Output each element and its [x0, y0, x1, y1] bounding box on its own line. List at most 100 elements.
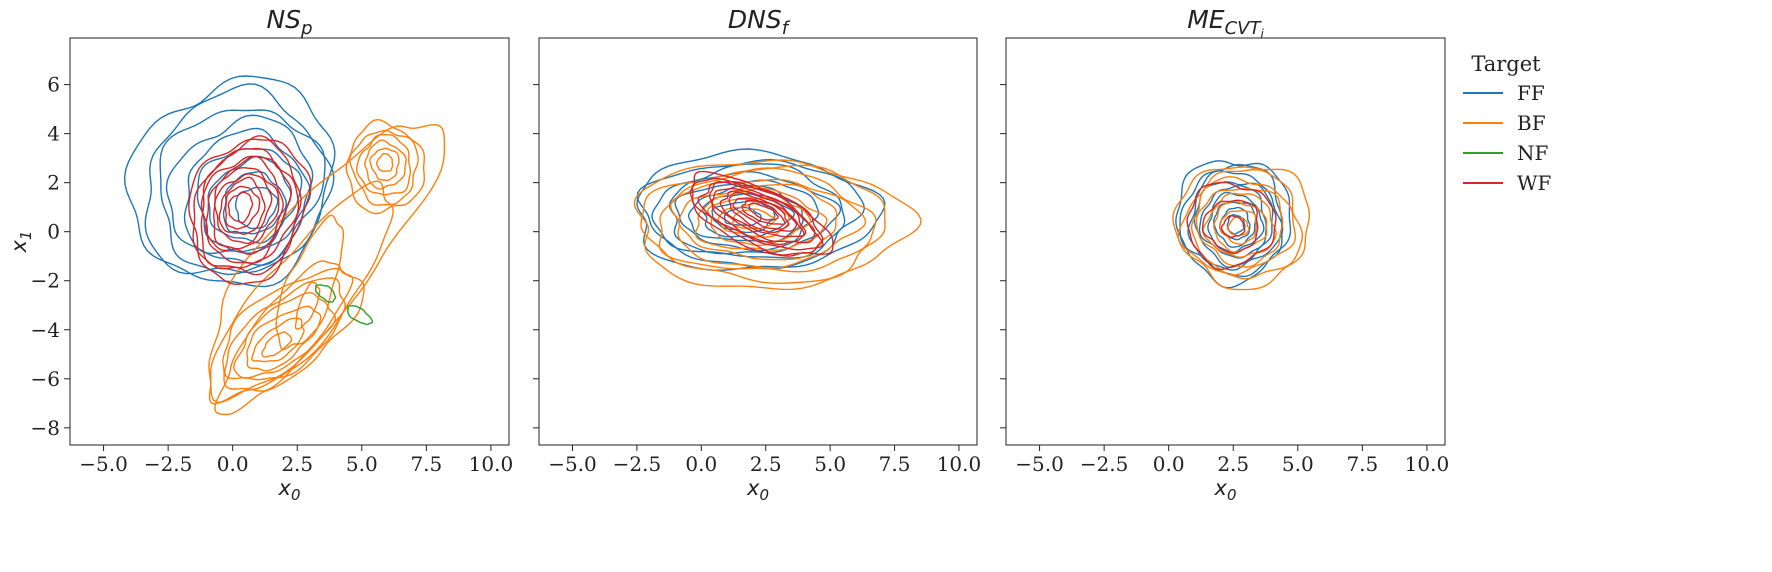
series-BF	[208, 118, 446, 416]
axes-frame	[69, 37, 510, 446]
series-NF	[315, 284, 374, 326]
contour-FF-level-9	[1226, 213, 1246, 235]
contour-FF-level-4	[165, 114, 314, 266]
y-tick-label: 2	[47, 171, 60, 195]
x-tick-label: 0.0	[685, 452, 717, 476]
legend-label: NF	[1517, 141, 1549, 165]
x-axis-label-subscript: 0	[759, 486, 769, 504]
contour-BF-level-2	[224, 277, 346, 381]
x-tick-label: 5.0	[346, 452, 378, 476]
x-tick-label: 0.0	[1153, 452, 1185, 476]
panel-2: −5.0 −2.5 0.0 2.5 5.0 7.5 10.0 x0 DNSf	[533, 5, 981, 504]
legend-label: FF	[1517, 81, 1545, 105]
contour-BF-level-6	[375, 152, 394, 173]
x-axis-label: x0	[746, 476, 769, 504]
series-WF	[689, 170, 834, 257]
contour-WF-level-2	[1201, 199, 1259, 255]
contour-BF-level-3	[356, 134, 411, 196]
contour-WF-level-1	[188, 138, 312, 286]
contour-FF-level-6	[196, 148, 303, 253]
contour-WF-level-4	[200, 155, 293, 264]
contour-WF-level-4	[708, 180, 816, 246]
contour-WF-level-9	[741, 199, 786, 226]
contour-BF-level-6	[261, 331, 293, 358]
x-tick-label: 7.5	[1346, 452, 1378, 476]
y-tick-label: −4	[31, 318, 60, 342]
x-tick-label: 5.0	[1282, 452, 1314, 476]
panel-title: MECVTi	[1187, 5, 1264, 41]
series-BF	[633, 159, 922, 291]
contour-BF-level-3	[658, 167, 877, 273]
x-tick-label: −5.0	[548, 452, 597, 476]
contour-BF-level-4	[246, 305, 322, 372]
contour-FF-level-3	[159, 109, 326, 276]
y-tick-label: −8	[31, 416, 60, 440]
y-tick-label: 4	[47, 122, 60, 146]
x-tick-label: 2.5	[750, 452, 782, 476]
contour-BF-level-1	[208, 123, 446, 404]
contour-WF-level-3	[1220, 214, 1246, 238]
contour-WF-level-10	[748, 202, 779, 221]
series-FF	[123, 75, 336, 288]
contour-BF-level-2	[349, 129, 419, 206]
contour-BF-level-2	[1177, 168, 1304, 280]
panel-title-subsubscript: i	[1260, 27, 1264, 41]
contour-BF-level-7	[1219, 209, 1258, 246]
x-tick-label: −2.5	[1080, 452, 1129, 476]
contour-FF-level-1	[123, 75, 336, 288]
panel-3: −5.0 −2.5 0.0 2.5 5.0 7.5 10.0 x0 MECVTi	[1000, 5, 1449, 504]
axes-frame	[538, 37, 978, 446]
x-tick-label: 7.5	[410, 452, 442, 476]
panel-title: DNSf	[728, 5, 791, 39]
contour-WF-level-1	[1186, 181, 1277, 271]
contour-BF-level-6	[694, 187, 828, 252]
contour-FF-level-3	[1187, 169, 1284, 271]
axes-frame	[1005, 37, 1446, 446]
contour-WF-level-10	[227, 191, 254, 224]
contour-BF-level-1	[275, 214, 345, 351]
x-tick-label: −5.0	[79, 452, 128, 476]
contour-WF-level-9	[225, 185, 261, 230]
contour-WF-level-7	[214, 173, 273, 245]
y-axis-label-subscript: 1	[17, 231, 35, 241]
contour-BF-level-3	[1190, 175, 1297, 276]
panel-1: −5.0 −2.5 0.0 2.5 5.0 7.5 10.0 −8 −6 −4 −2 0 2 4 6 x0 x1…	[7, 5, 513, 504]
contour-FF-level-8	[222, 170, 288, 235]
contour-WF-level-2	[192, 135, 302, 276]
x-axis-label-subscript: 0	[1227, 486, 1237, 504]
contour-FF-level-4	[1193, 181, 1274, 269]
series-WF	[1186, 181, 1277, 271]
legend: Target FF BF NF WF	[1463, 52, 1552, 195]
legend-item-NF: NF	[1463, 141, 1549, 165]
contour-BF-level-1	[1172, 166, 1311, 291]
contours	[633, 148, 922, 291]
legend-item-FF: FF	[1463, 81, 1545, 105]
contour-WF-level-5	[711, 187, 807, 243]
y-tick-label: −2	[31, 269, 60, 293]
y-axis-label: x1	[7, 231, 35, 254]
contour-FF-level-2	[636, 158, 866, 270]
series-WF	[188, 135, 312, 286]
contour-BF-level-4	[364, 139, 407, 190]
x-tick-label: 2.5	[1217, 452, 1249, 476]
x-axis-label: x0	[1214, 476, 1237, 504]
x-tick-label: 2.5	[281, 452, 313, 476]
x-axis-label-subscript: 0	[291, 486, 301, 504]
contour-BF-level-5	[678, 183, 838, 261]
panel-title: NSp	[266, 5, 312, 39]
x-tick-label: 0.0	[217, 452, 249, 476]
contour-FF-level-9	[234, 186, 279, 230]
contour-FF-level-1	[1175, 160, 1292, 289]
y-tick-label: 6	[47, 73, 60, 97]
x-tick-label: 7.5	[879, 452, 911, 476]
contour-WF-level-5	[205, 155, 284, 256]
contour-WF-level-8	[732, 197, 790, 230]
panel-title-subscript: p	[300, 18, 312, 39]
contour-WF-level-8	[218, 176, 266, 235]
contour-FF-level-5	[183, 127, 312, 255]
contour-BF-level-1	[222, 267, 365, 392]
x-tick-label: 10.0	[469, 452, 514, 476]
x-tick-label: 10.0	[937, 452, 982, 476]
panel-title-subscript: CVT	[1225, 18, 1263, 39]
